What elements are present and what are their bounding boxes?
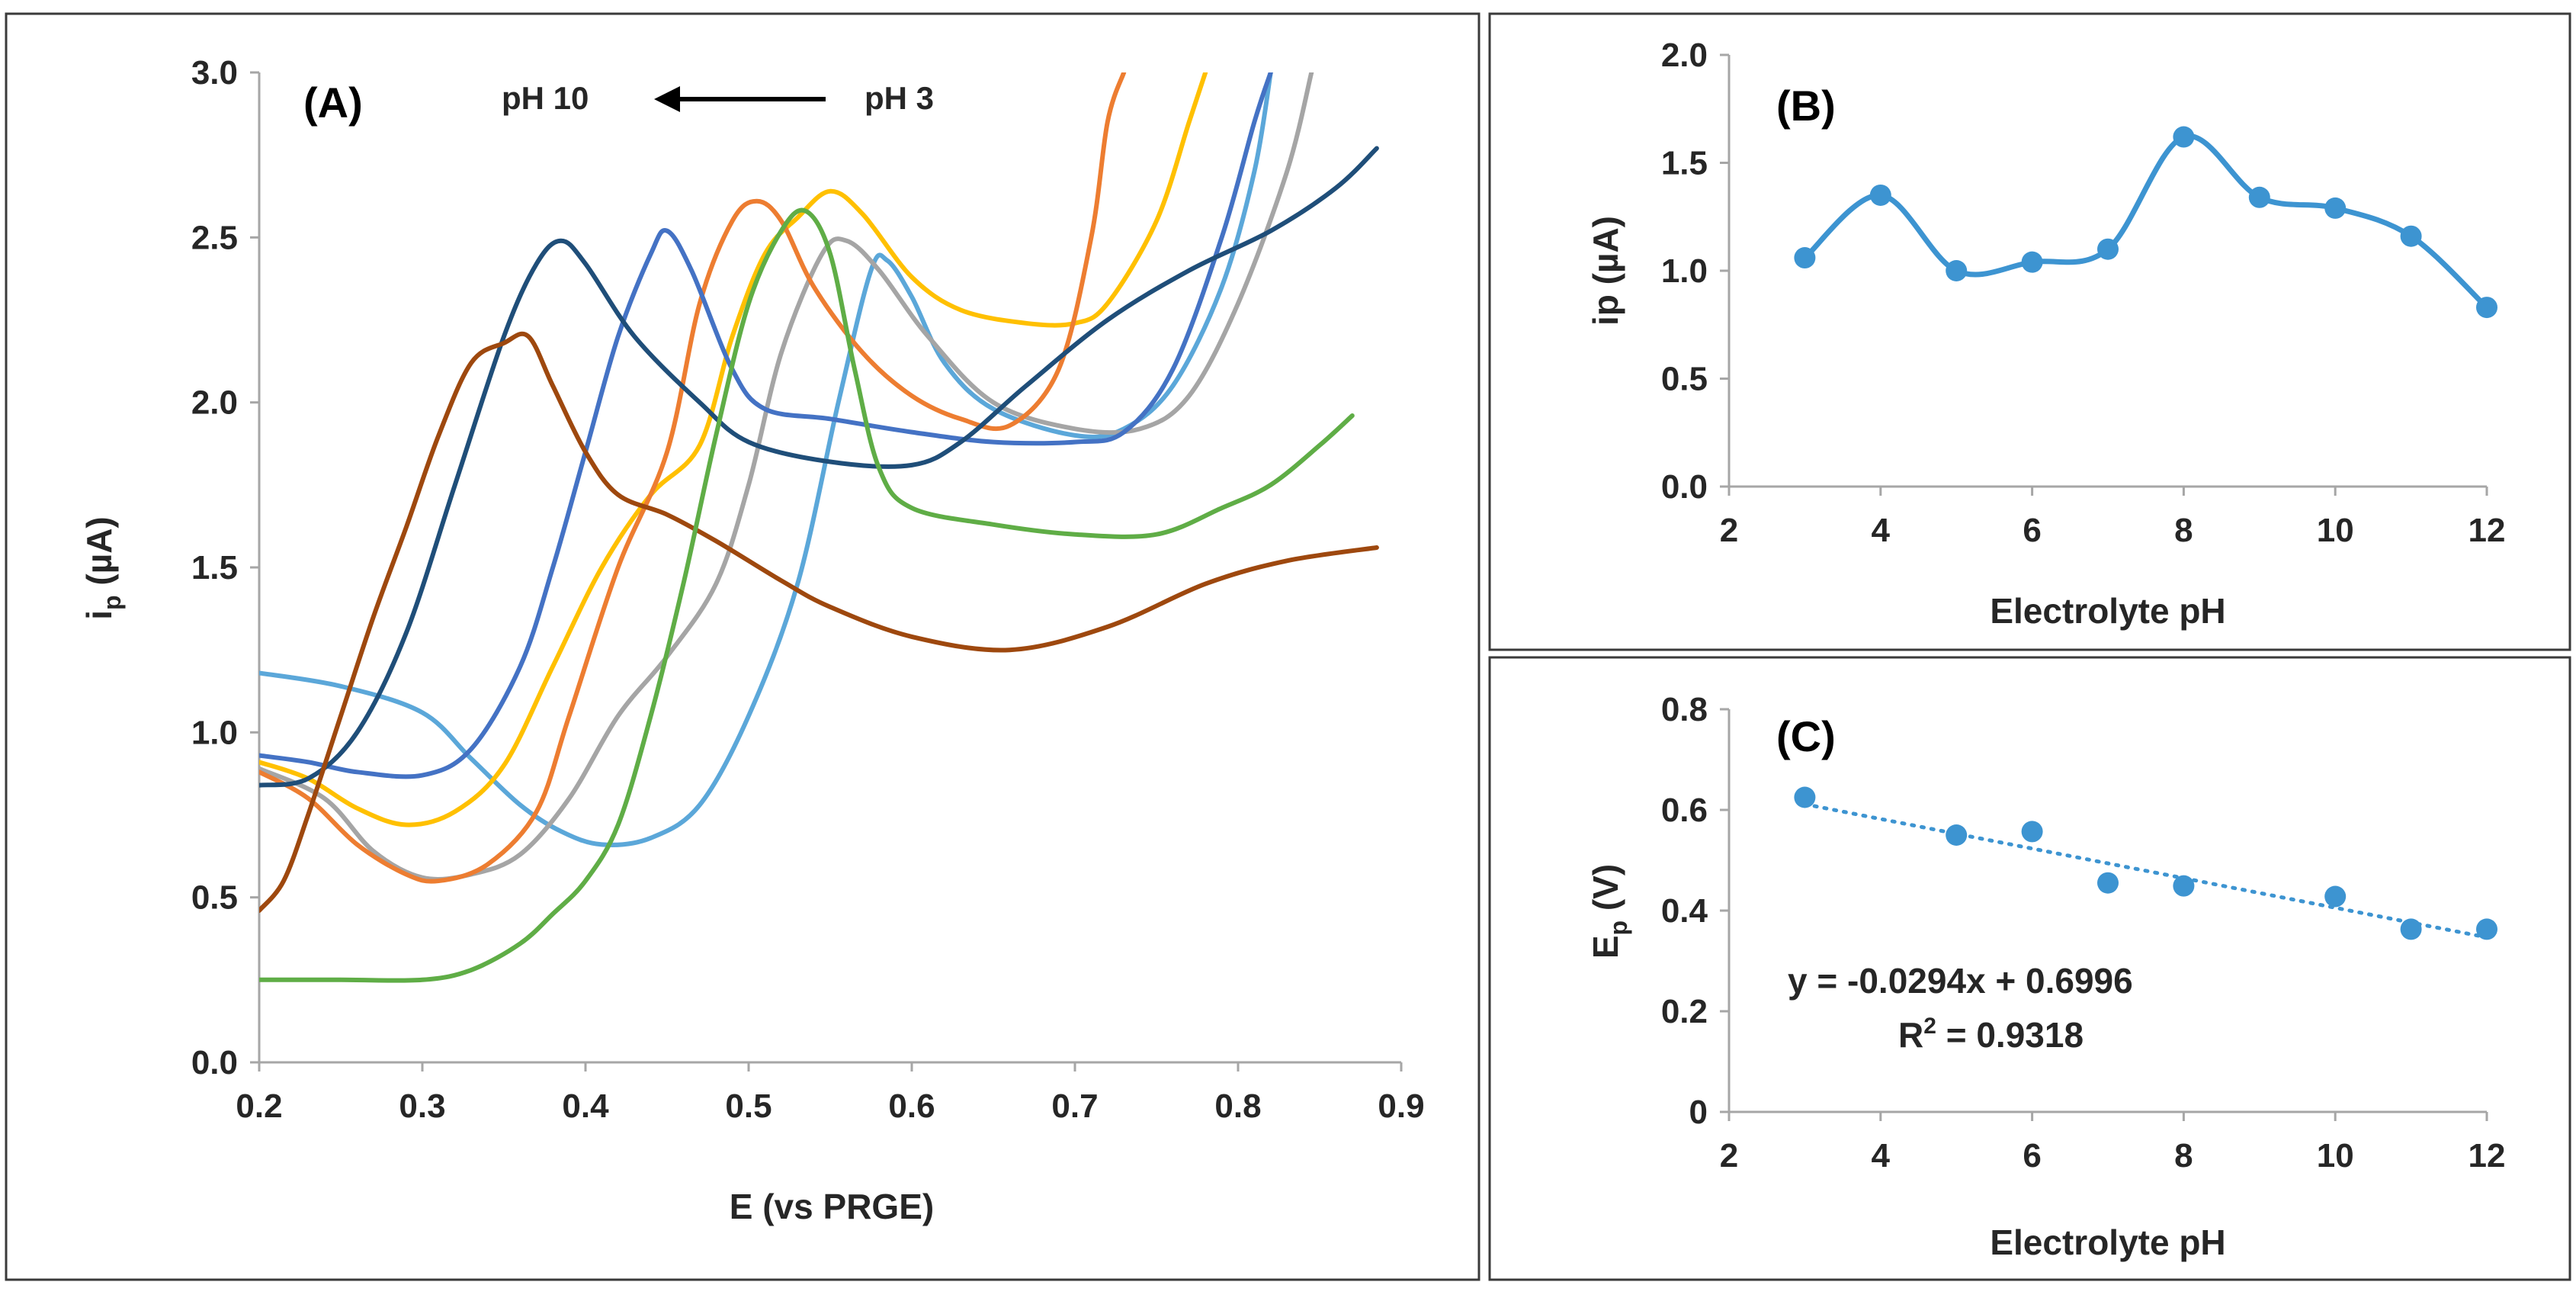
annotation-ph10: pH 10 (502, 80, 589, 116)
panel-c-y-tick-label: 0.2 (1661, 993, 1708, 1030)
panel-a-y-tick-label: 0.5 (191, 879, 238, 917)
panel-a-y-tick-label: 1.5 (191, 549, 238, 586)
panel-b-frame (1488, 12, 2571, 651)
panel-a-y-tick-label: 2.5 (191, 219, 238, 256)
ep-data-point (1794, 786, 1816, 808)
panel-b-y-tick-label: 1.0 (1661, 252, 1708, 290)
panel-c-chart: 2 4 6 8 10 12 0 0.2 0.4 0.6 0.8 (C) y = -0.0294x … (1586, 691, 2505, 1262)
ip-data-point (2097, 238, 2119, 260)
panel-b-y-axis-title: ip (µA) (1586, 216, 1625, 326)
ip-data-point (2021, 251, 2043, 273)
panel-a-x-tick-label: 0.8 (1214, 1088, 1261, 1125)
panel-b-x-tick-label: 2 (1720, 512, 1738, 549)
panel-b-y-tick-label: 0.0 (1661, 468, 1708, 506)
panel-b-x-tick-label: 6 (2023, 512, 2041, 549)
panel-b-x-tick-label: 4 (1872, 512, 1891, 549)
series-line-ph6 (259, 72, 1127, 884)
ep-data-point (2097, 872, 2119, 894)
panel-c-x-tick-label: 10 (2317, 1137, 2354, 1174)
panel-a-frame (5, 12, 1480, 1281)
ip-data-point (2173, 126, 2195, 148)
panel-a-y-axis-title: ip (µA) (79, 516, 126, 619)
panel-a-x-tick-label: 0.9 (1378, 1088, 1424, 1125)
ep-data-point (2173, 875, 2195, 897)
panel-a-x-tick-label: 0.4 (562, 1088, 609, 1125)
series-line-ph10 (259, 207, 1355, 983)
panel-c-x-tick-label: 2 (1720, 1137, 1738, 1174)
panel-c-y-tick-label: 0 (1689, 1094, 1708, 1131)
panel-b-x-tick-label: 8 (2174, 512, 2193, 549)
panel-a-x-tick-label: 0.7 (1051, 1088, 1098, 1125)
annotation-ph3: pH 3 (865, 80, 934, 116)
panel-b-y-tick-label: 0.5 (1661, 361, 1708, 398)
panel-b-label: (B) (1776, 82, 1836, 130)
panel-c-y-tick-label: 0.4 (1661, 892, 1708, 930)
ip-data-point (2400, 225, 2422, 247)
panel-a-y-tick-label: 2.0 (191, 384, 238, 422)
panel-c-label: (C) (1776, 712, 1836, 760)
panel-b-x-tick-label: 12 (2469, 512, 2506, 549)
ip-data-point (2476, 297, 2497, 319)
panel-c-x-tick-label: 6 (2023, 1137, 2041, 1174)
trendline-equation: y = -0.0294x + 0.6996 (1788, 961, 2133, 1001)
ep-data-point (1946, 824, 1968, 846)
panel-c-y-tick-label: 0.8 (1661, 691, 1708, 728)
panel-b-y-tick-label: 2.0 (1661, 37, 1708, 74)
panel-a-y-tick-label: 3.0 (191, 54, 238, 92)
panel-c-y-tick-label: 0.6 (1661, 792, 1708, 829)
ep-data-point (2021, 821, 2043, 843)
panel-a-x-tick-label: 0.3 (399, 1088, 445, 1125)
panel-a-chart: 0.2 0.3 0.4 0.5 0.6 0.7 0.8 0.9 0.0 0.5 1.0 1.5 2.0… (79, 54, 1425, 1226)
panel-c-series (1794, 786, 2497, 940)
ip-data-point (2248, 186, 2270, 208)
ip-data-point (1794, 247, 1816, 269)
series-line-ph5 (259, 72, 1208, 827)
panel-b-x-axis-title: Electrolyte pH (1990, 591, 2225, 631)
panel-b-y-axis: 0.0 0.5 1.0 1.5 2.0 (1661, 37, 1731, 506)
trendline (1802, 802, 2489, 940)
panel-c-x-tick-label: 4 (1872, 1137, 1891, 1174)
panel-c-x-tick-label: 8 (2174, 1137, 2193, 1174)
panel-a-x-axis-title: E (vs PRGE) (730, 1187, 934, 1226)
series-line-ph8 (259, 146, 1379, 788)
ep-data-point (2476, 918, 2497, 940)
arrow-left-icon (654, 86, 826, 112)
panel-a-x-tick-label: 0.6 (888, 1088, 935, 1125)
panel-b-y-tick-label: 1.5 (1661, 145, 1708, 182)
panel-a-x-tick-label: 0.2 (236, 1088, 282, 1125)
series-line-ph7 (259, 72, 1273, 779)
panel-a-label: (A) (303, 79, 363, 127)
ip-data-point (1869, 184, 1891, 206)
panel-c-x-axis: 2 4 6 8 10 12 (1720, 1110, 2506, 1174)
panel-a-x-tick-label: 0.5 (725, 1088, 772, 1125)
panel-c-frame (1488, 656, 2571, 1281)
panel-b-chart: 2 4 6 8 10 12 0.0 0.5 1.0 1.5 2.0 (B) Electrolyte… (1586, 37, 2505, 631)
ep-data-point (2400, 918, 2422, 940)
ip-data-point (2324, 197, 2347, 219)
series-line-ph9 (259, 331, 1379, 913)
panel-c-x-axis-title: Electrolyte pH (1990, 1222, 2225, 1262)
panel-a-y-axis: 0.0 0.5 1.0 1.5 2.0 2.5 3.0 (191, 54, 261, 1081)
panel-b-x-tick-label: 10 (2317, 512, 2354, 549)
series-line-ph3 (259, 72, 1273, 847)
ep-data-point (2324, 885, 2347, 908)
panel-c-y-axis-title: Ep (V) (1586, 864, 1632, 959)
panel-a-y-tick-label: 1.0 (191, 714, 238, 751)
panel-b-x-axis: 2 4 6 8 10 12 (1720, 485, 2506, 549)
ip-line (1803, 133, 2489, 310)
panel-a-x-axis: 0.2 0.3 0.4 0.5 0.6 0.7 0.8 0.9 (236, 1061, 1425, 1125)
panel-b-series (1794, 126, 2497, 319)
r-squared-value: R2 = 0.9318 (1898, 1014, 2084, 1055)
panel-c-x-tick-label: 12 (2469, 1137, 2506, 1174)
ip-data-point (1946, 260, 1968, 281)
panel-c-y-axis: 0 0.2 0.4 0.6 0.8 (1661, 691, 1731, 1131)
panel-a-series (259, 72, 1379, 983)
panel-a-y-tick-label: 0.0 (191, 1044, 238, 1081)
